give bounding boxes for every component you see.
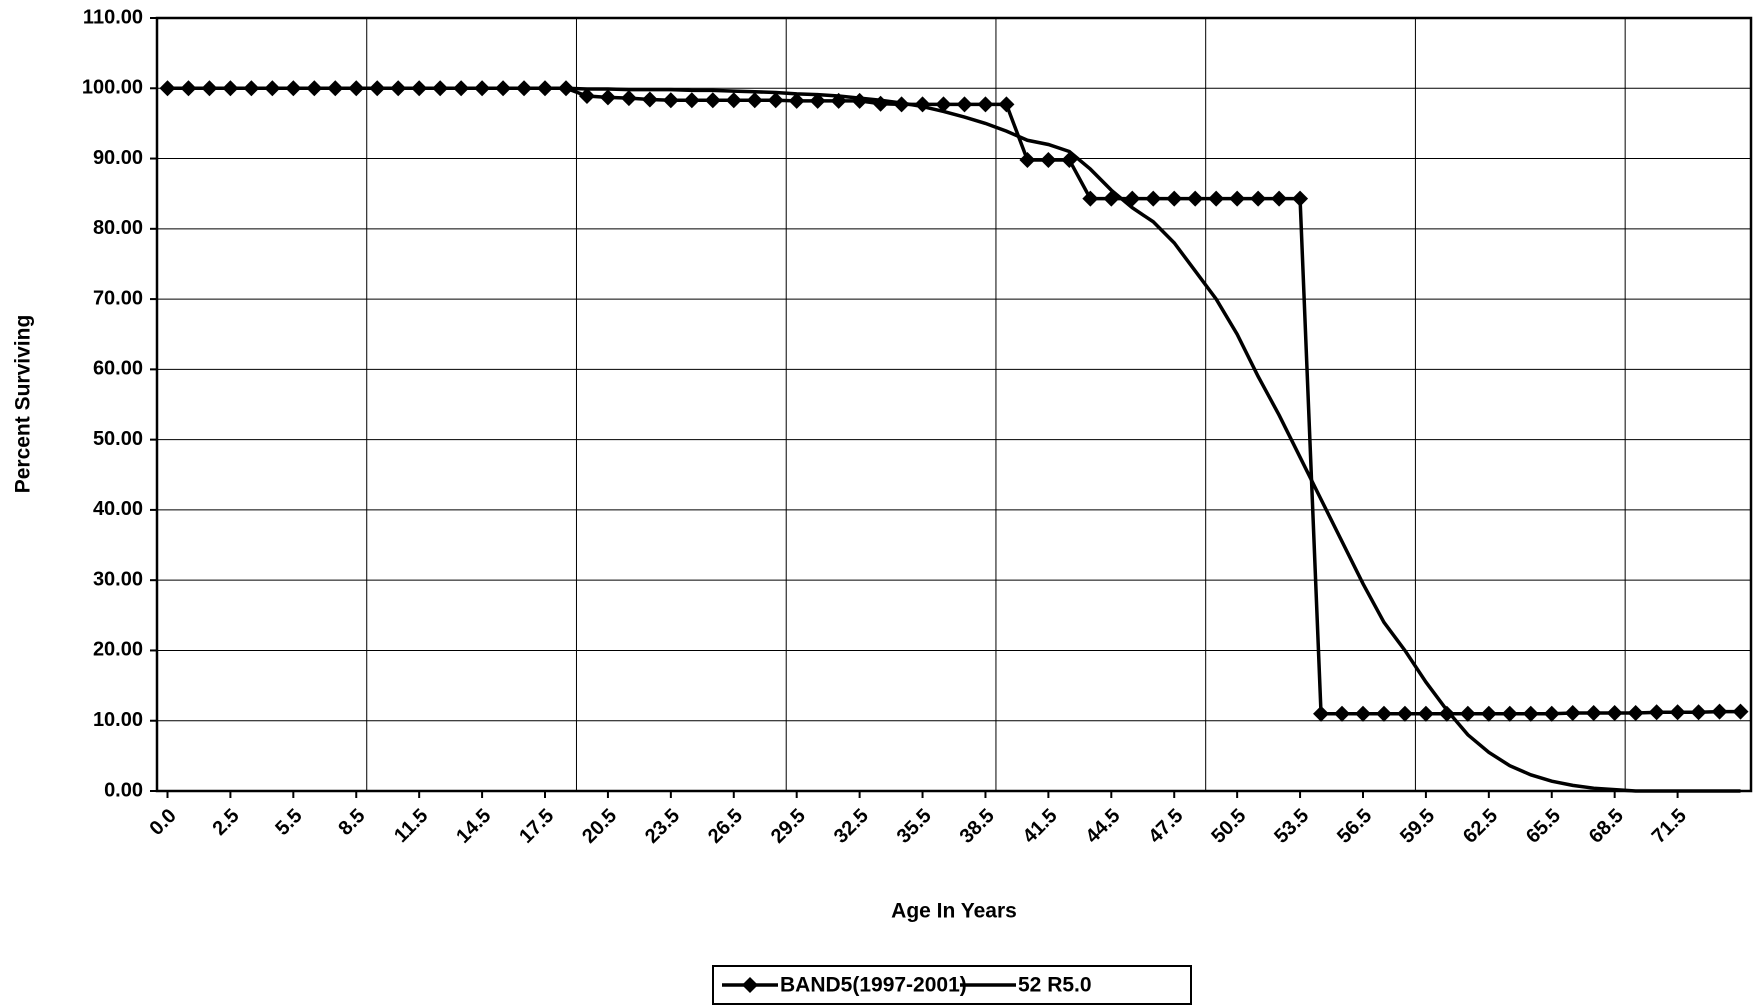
marker (788, 92, 805, 109)
y-tick-label: 10.00 (93, 709, 143, 731)
x-tick-label: 59.5 (1396, 805, 1439, 848)
y-tick-label: 100.00 (82, 77, 143, 99)
x-tick-label: 38.5 (956, 805, 999, 848)
marker (1292, 190, 1309, 207)
marker (1417, 705, 1434, 722)
marker (1040, 151, 1057, 168)
marker (1229, 190, 1246, 207)
x-tick-label: 41.5 (1019, 805, 1062, 848)
series-line (167, 86, 1741, 716)
marker (956, 96, 973, 113)
x-tick-label: 62.5 (1459, 805, 1502, 848)
legend (712, 965, 1192, 1005)
y-axis-title: Percent Surviving (12, 315, 35, 494)
marker (1711, 703, 1728, 720)
marker (725, 92, 742, 109)
marker (641, 91, 658, 108)
y-tick-label: 30.00 (93, 568, 143, 590)
y-tick-label: 20.00 (93, 639, 143, 661)
marker (767, 92, 784, 109)
x-axis-title: Age In Years (891, 900, 1017, 923)
y-tick-label: 70.00 (93, 287, 143, 309)
legend-label: 52 R5.0 (1018, 974, 1092, 997)
marker (1354, 705, 1371, 722)
marker (1019, 151, 1036, 168)
x-tick-label: 17.5 (515, 805, 558, 848)
marker (1082, 190, 1099, 207)
x-tick-label: 44.5 (1081, 805, 1124, 848)
marker (662, 92, 679, 109)
marker (1543, 705, 1560, 722)
y-tick-label: 80.00 (93, 217, 143, 239)
x-tick-label: 0.0 (146, 805, 181, 840)
x-tick-label: 20.5 (578, 805, 621, 848)
y-tick-label: 0.00 (104, 779, 143, 801)
marker (746, 92, 763, 109)
x-tick-label: 53.5 (1270, 805, 1313, 848)
marker (1396, 705, 1413, 722)
y-tick-label: 40.00 (93, 498, 143, 520)
x-tick-label: 50.5 (1207, 805, 1250, 848)
x-tick-label: 8.5 (334, 805, 369, 840)
marker (1375, 705, 1392, 722)
marker (809, 92, 826, 109)
marker (683, 92, 700, 109)
marker (1501, 705, 1518, 722)
marker (1187, 190, 1204, 207)
x-tick-label: 32.5 (830, 805, 873, 848)
marker (1438, 705, 1455, 722)
marker (1459, 705, 1476, 722)
marker (935, 96, 952, 113)
marker (1208, 190, 1225, 207)
marker (1250, 190, 1267, 207)
x-tick-label: 56.5 (1333, 805, 1376, 848)
marker (1271, 190, 1288, 207)
marker (1585, 704, 1602, 721)
x-tick-label: 5.5 (271, 805, 306, 840)
y-tick-label: 60.00 (93, 358, 143, 380)
marker (977, 96, 994, 113)
marker (1606, 704, 1623, 721)
x-tick-label: 68.5 (1585, 805, 1628, 848)
x-tick-label: 47.5 (1144, 805, 1187, 848)
marker (578, 88, 595, 105)
x-tick-label: 2.5 (208, 805, 243, 840)
marker (1522, 705, 1539, 722)
x-tick-label: 29.5 (767, 805, 810, 848)
y-tick-label: 50.00 (93, 428, 143, 450)
marker (704, 92, 721, 109)
marker (599, 89, 616, 106)
x-tick-label: 26.5 (704, 805, 747, 848)
marker (1313, 705, 1330, 722)
marker (1564, 704, 1581, 721)
x-tick-label: 71.5 (1648, 805, 1691, 848)
y-tick-label: 90.00 (93, 147, 143, 169)
x-tick-label: 23.5 (641, 805, 684, 848)
marker (620, 90, 637, 107)
plot-border (155, 16, 1753, 793)
x-tick-label: 65.5 (1522, 805, 1565, 848)
marker (1166, 190, 1183, 207)
marker (1627, 704, 1644, 721)
series-line (167, 86, 1741, 793)
y-tick-label: 110.00 (83, 6, 143, 28)
legend-marker (742, 977, 758, 993)
marker (1145, 190, 1162, 207)
marker (1334, 705, 1351, 722)
marker (1648, 704, 1665, 721)
legend-label: BAND5(1997-2001) (780, 974, 967, 997)
marker (1480, 705, 1497, 722)
marker (998, 96, 1015, 113)
marker (1669, 704, 1686, 721)
marker (1732, 703, 1749, 720)
marker (851, 92, 868, 109)
x-tick-label: 14.5 (452, 805, 495, 848)
x-tick-label: 35.5 (893, 805, 936, 848)
marker (1690, 704, 1707, 721)
x-tick-label: 11.5 (390, 805, 432, 847)
